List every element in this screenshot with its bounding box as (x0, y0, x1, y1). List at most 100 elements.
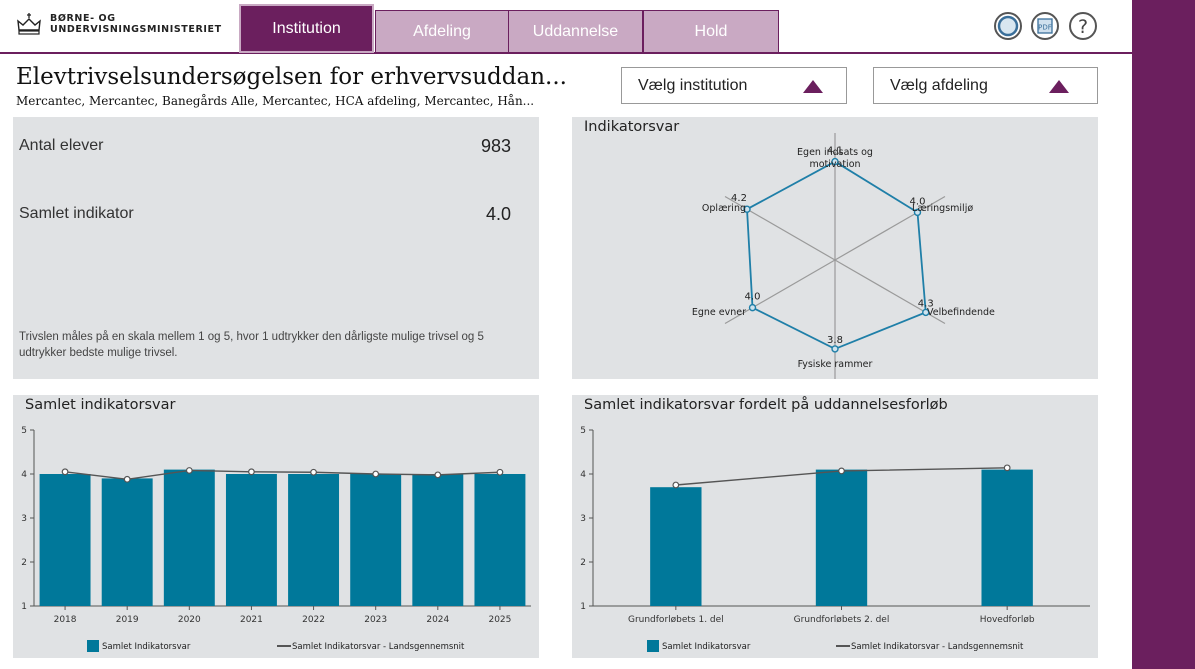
yearly-chart-title: Samlet indikatorsvar (25, 397, 176, 413)
x-tick-label: 2018 (54, 615, 77, 625)
x-tick-label: 2020 (178, 615, 201, 625)
radar-point[interactable] (748, 303, 757, 312)
ministry-logo: BØRNE- OG UNDERVISNINGSMINISTERIET (16, 12, 222, 36)
tab-uddannelse[interactable]: Uddannelse (509, 10, 643, 53)
bar[interactable] (981, 469, 1033, 606)
department-dropdown-label: Vælg afdeling (890, 76, 988, 94)
tab-afdeling[interactable]: Afdeling (375, 10, 509, 53)
x-tick-label: 2024 (426, 615, 449, 625)
radar-spoke (834, 195, 946, 261)
y-tick-label: 5 (21, 426, 27, 436)
radar-axis-label: Egne evner (692, 307, 746, 318)
bar[interactable] (350, 474, 402, 606)
pdf-icon[interactable]: PDF (1030, 11, 1060, 41)
triangle-up-icon (1049, 80, 1069, 93)
bar[interactable] (225, 474, 277, 606)
average-point[interactable] (496, 468, 504, 476)
x-tick-label: 2019 (116, 615, 139, 625)
radar-value-label: 4.1 (827, 146, 843, 157)
x-tick-label: 2023 (364, 615, 387, 625)
y-tick-label: 1 (580, 602, 586, 612)
y-tick-label: 4 (21, 470, 27, 480)
legend-bar-swatch (87, 640, 99, 652)
y-tick-label: 2 (580, 558, 586, 568)
bar[interactable] (288, 474, 340, 606)
legend-bar-swatch (647, 640, 659, 652)
average-point[interactable] (434, 471, 442, 479)
legend-bar-label: Samlet Indikatorsvar (102, 642, 191, 652)
institution-dropdown[interactable]: Vælg institution (621, 67, 847, 104)
y-tick-label: 1 (21, 602, 27, 612)
education-chart-panel: Samlet indikatorsvar fordelt på uddannel… (572, 395, 1098, 658)
radar-point[interactable] (743, 205, 751, 213)
logo-line1: BØRNE- OG (50, 13, 116, 24)
average-point[interactable] (61, 468, 69, 476)
svg-text:?: ? (1078, 16, 1088, 38)
scale-note: Trivslen måles på en skala mellem 1 og 5… (19, 331, 484, 359)
bar[interactable] (163, 469, 215, 606)
x-tick-label: 2021 (240, 615, 263, 625)
indicator-value: 4.0 (485, 204, 511, 224)
department-dropdown[interactable]: Vælg afdeling (873, 67, 1098, 104)
bar[interactable] (39, 474, 91, 606)
y-tick-label: 4 (580, 470, 586, 480)
radar-point[interactable] (831, 345, 839, 353)
yearly-bar-chart: 1 2 3 4 5 2018 2019 2020 2021 2022 2023 2024 2025 Sam… (21, 426, 531, 652)
radar-point[interactable] (922, 308, 930, 317)
radar-value-label: 4.0 (910, 196, 926, 207)
summary-panel: Antal elever 983 Samlet indikator 4.0 Tr… (13, 117, 539, 379)
average-point[interactable] (372, 470, 380, 478)
x-tick-label: 2022 (302, 615, 325, 625)
header-divider (0, 52, 1132, 54)
average-point[interactable] (123, 475, 131, 483)
radar-series-polygon (746, 160, 927, 350)
x-tick-label: Grundforløbets 1. del (628, 615, 724, 625)
radar-axis-label: Oplæring (702, 203, 746, 214)
radar-axis-label: Velbefindende (927, 307, 995, 318)
triangle-up-icon (803, 80, 823, 93)
average-point[interactable] (185, 467, 193, 474)
radar-chart: 4.1 4.0 4.3 3.8 4.0 4.2 Egen indsats og motivat… (692, 133, 995, 379)
education-bar-chart: 1 2 3 4 5 Grundforløbets 1. del Grundforløbets… (580, 426, 1090, 652)
students-value: 983 (480, 136, 511, 156)
page-title: Elevtrivselsundersøgelsen for erhvervsud… (16, 64, 567, 90)
svg-text:PDF: PDF (1038, 24, 1052, 32)
average-point[interactable] (672, 481, 680, 489)
bar[interactable] (101, 478, 153, 606)
tab-institution[interactable]: Institution (239, 4, 374, 53)
average-point[interactable] (248, 468, 255, 476)
average-point[interactable] (310, 468, 317, 476)
y-tick-label: 5 (580, 426, 586, 436)
x-tick-label: Grundforløbets 2. del (794, 615, 890, 625)
radar-axis-label: Egen indsats og motivation (797, 147, 873, 170)
y-tick-label: 3 (580, 514, 586, 524)
radar-point[interactable] (913, 208, 922, 217)
students-label: Antal elever (19, 137, 104, 154)
y-tick-label: 3 (21, 514, 27, 524)
radar-value-label: 4.3 (918, 298, 934, 309)
radar-value-label: 3.8 (827, 335, 843, 346)
tab-hold[interactable]: Hold (643, 10, 779, 53)
right-sidebar (1132, 0, 1195, 669)
radar-point[interactable] (831, 157, 839, 166)
radar-axis-label: Læringsmiljø (912, 203, 973, 214)
reset-icon[interactable] (993, 11, 1023, 41)
legend-line-label: Samlet Indikatorsvar - Landsgennemsnit (292, 642, 465, 652)
bar[interactable] (474, 474, 526, 606)
radar-value-label: 4.2 (731, 193, 747, 204)
y-tick-label: 2 (21, 558, 27, 568)
help-icon[interactable]: ? (1068, 11, 1098, 41)
bar[interactable] (412, 474, 464, 606)
average-line (64, 469, 500, 480)
indicator-label: Samlet indikator (19, 205, 134, 222)
radar-title: Indikatorsvar (584, 119, 680, 135)
average-point[interactable] (1003, 464, 1011, 472)
legend-line-label: Samlet Indikatorsvar - Landsgennemsnit (851, 642, 1024, 652)
bar[interactable] (815, 469, 868, 606)
average-point[interactable] (838, 467, 845, 475)
education-chart-title: Samlet indikatorsvar fordelt på uddannel… (584, 397, 948, 413)
radar-panel: Indikatorsvar 4.1 4.0 4.3 3.8 4.0 4.2 Egen ind… (572, 117, 1098, 379)
bar[interactable] (650, 487, 702, 606)
x-tick-label: Hovedforløb (980, 615, 1035, 625)
page-subtitle: Mercantec, Mercantec, Banegårds Alle, Me… (16, 94, 535, 108)
